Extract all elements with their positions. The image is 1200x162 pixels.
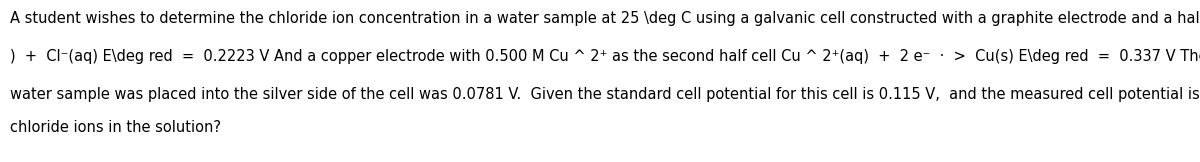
Text: )  +  Cl⁻(aq) E\deg red  =  0.2223 V And a copper electrode with 0.500 M Cu ^ 2⁺: ) + Cl⁻(aq) E\deg red = 0.2223 V And a c… — [10, 48, 1200, 64]
Text: A student wishes to determine the chloride ion concentration in a water sample a: A student wishes to determine the chlori… — [10, 11, 1200, 25]
Text: chloride ions in the solution?: chloride ions in the solution? — [10, 121, 221, 135]
Text: water sample was placed into the silver side of the cell was 0.0781 V.  Given th: water sample was placed into the silver … — [10, 87, 1200, 102]
